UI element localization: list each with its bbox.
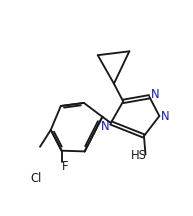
- Text: Cl: Cl: [30, 172, 42, 185]
- Text: F: F: [62, 160, 69, 173]
- Text: N: N: [150, 88, 159, 101]
- Text: N: N: [100, 119, 109, 133]
- Text: HS: HS: [131, 149, 146, 162]
- Text: N: N: [160, 110, 169, 123]
